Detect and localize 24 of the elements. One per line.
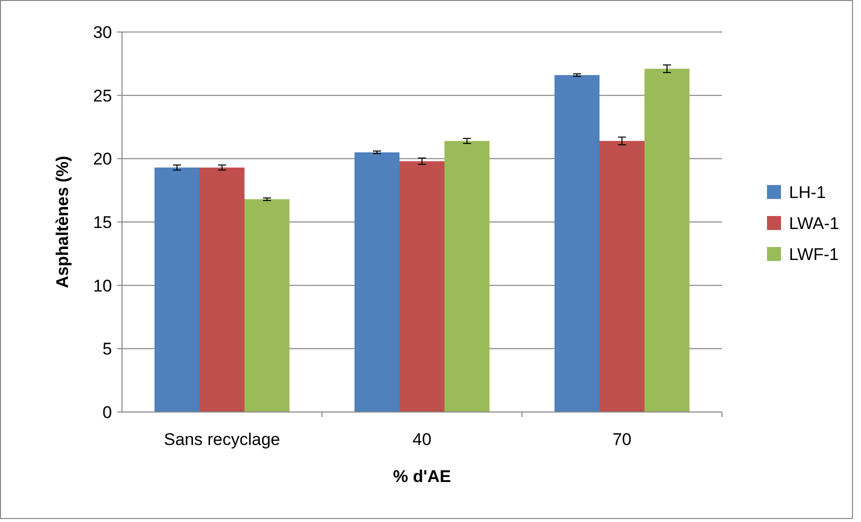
legend-label: LWA-1 bbox=[789, 214, 840, 233]
x-tick-label: 70 bbox=[612, 430, 632, 449]
bar bbox=[554, 75, 600, 412]
y-tick-label: 0 bbox=[102, 402, 112, 422]
x-tick-label: 40 bbox=[412, 430, 432, 449]
bar bbox=[244, 199, 290, 412]
y-tick-label: 5 bbox=[102, 340, 112, 359]
bar bbox=[154, 168, 200, 412]
x-tick-label: Sans recyclage bbox=[164, 430, 280, 449]
legend-label: LH-1 bbox=[789, 182, 826, 202]
bar bbox=[400, 161, 444, 412]
y-tick-label: 30 bbox=[93, 22, 112, 42]
bar bbox=[354, 152, 400, 412]
bar bbox=[644, 68, 690, 412]
y-tick-label: 20 bbox=[93, 150, 112, 169]
bar bbox=[200, 168, 244, 412]
y-tick-label: 15 bbox=[93, 212, 112, 232]
y-axis-title: Asphaltènes (%) bbox=[53, 156, 72, 288]
x-axis-title: % d'AE bbox=[393, 467, 451, 486]
y-tick-label: 25 bbox=[93, 86, 112, 106]
bar bbox=[600, 140, 644, 412]
legend-label: LWF-1 bbox=[789, 244, 839, 264]
bar bbox=[444, 140, 490, 412]
y-tick-label: 10 bbox=[93, 276, 112, 296]
